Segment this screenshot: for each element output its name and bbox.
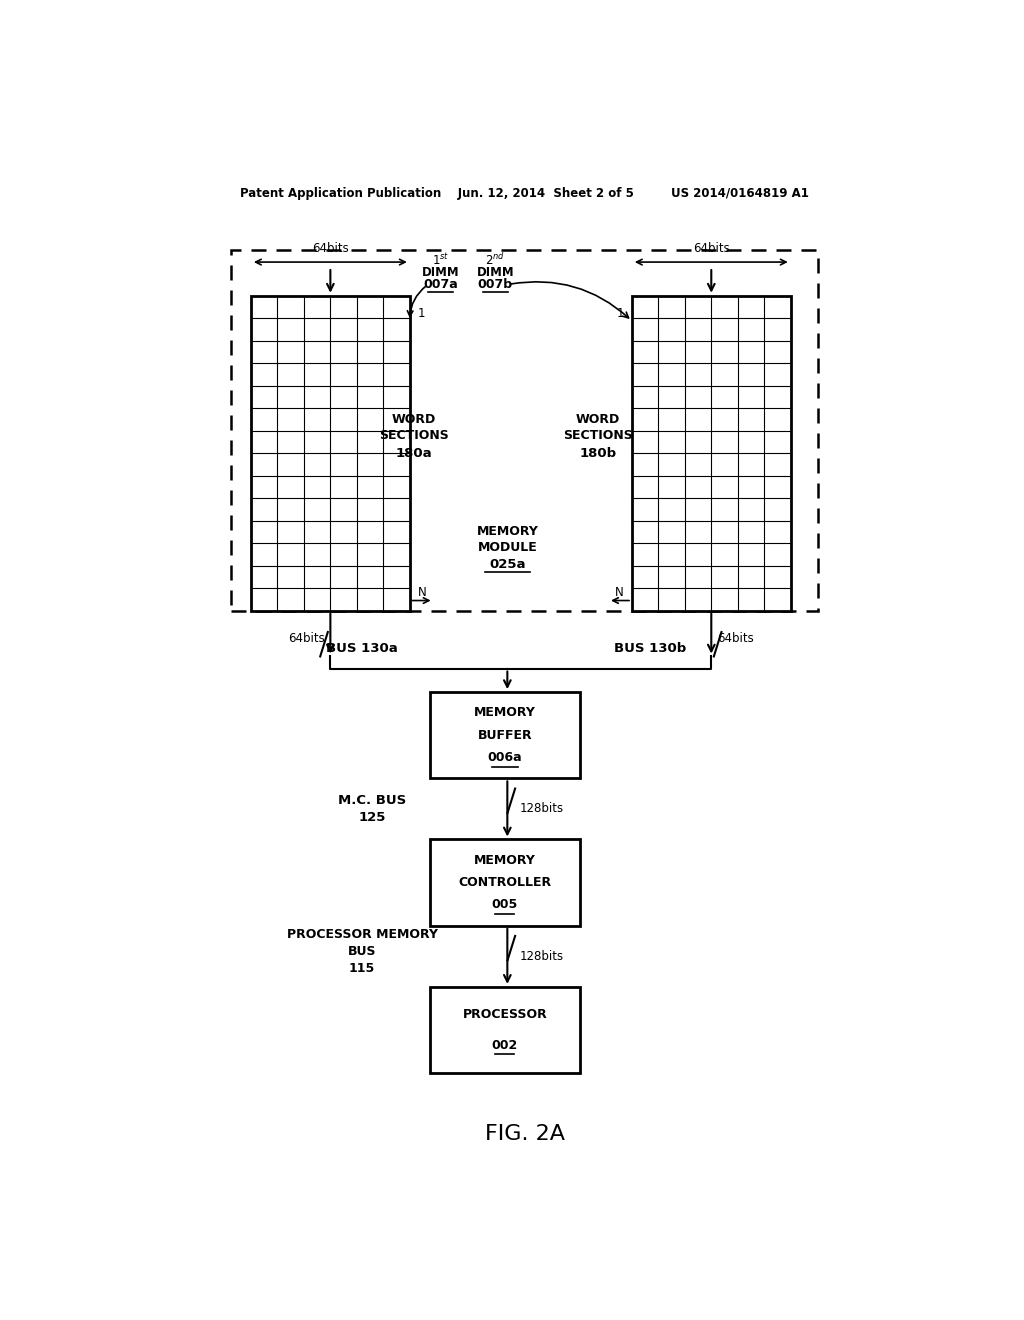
Text: 005: 005 <box>492 899 518 911</box>
Bar <box>430 840 581 925</box>
Text: DIMM: DIMM <box>422 265 460 279</box>
Text: 128bits: 128bits <box>519 803 563 816</box>
Text: 002: 002 <box>492 1039 518 1052</box>
Text: 180a: 180a <box>395 446 432 459</box>
Text: BUS 130b: BUS 130b <box>614 642 686 655</box>
Text: DIMM: DIMM <box>476 265 514 279</box>
Text: PROCESSOR MEMORY
BUS
115: PROCESSOR MEMORY BUS 115 <box>287 928 437 974</box>
Text: MEMORY: MEMORY <box>474 854 536 867</box>
Text: 180b: 180b <box>580 446 616 459</box>
Text: CONTROLLER: CONTROLLER <box>459 876 552 890</box>
Text: 1: 1 <box>616 308 624 321</box>
Text: 006a: 006a <box>487 751 522 764</box>
Text: 64bits: 64bits <box>288 632 325 644</box>
Text: $1^{st}$: $1^{st}$ <box>432 252 450 268</box>
Text: 64bits: 64bits <box>693 243 730 255</box>
Text: 007a: 007a <box>423 279 458 290</box>
Text: N: N <box>615 586 624 599</box>
Text: WORD
SECTIONS: WORD SECTIONS <box>563 413 633 442</box>
Text: MEMORY
MODULE: MEMORY MODULE <box>476 525 539 554</box>
Text: 025a: 025a <box>489 558 525 572</box>
Text: 64bits: 64bits <box>312 243 349 255</box>
Bar <box>231 249 818 611</box>
Text: $2^{nd}$: $2^{nd}$ <box>485 252 506 268</box>
Text: 128bits: 128bits <box>519 950 563 962</box>
Text: 1: 1 <box>418 308 425 321</box>
Text: PROCESSOR: PROCESSOR <box>463 1008 548 1022</box>
Text: BUS 130a: BUS 130a <box>327 642 398 655</box>
Text: BUFFER: BUFFER <box>477 729 532 742</box>
Text: N: N <box>418 586 426 599</box>
Bar <box>251 296 410 611</box>
Text: 007b: 007b <box>478 279 513 290</box>
Text: Patent Application Publication    Jun. 12, 2014  Sheet 2 of 5         US 2014/01: Patent Application Publication Jun. 12, … <box>241 187 809 201</box>
Bar <box>430 692 581 779</box>
Text: M.C. BUS
125: M.C. BUS 125 <box>338 793 407 824</box>
Bar <box>632 296 791 611</box>
Text: FIG. 2A: FIG. 2A <box>484 1125 565 1144</box>
Text: 64bits: 64bits <box>717 632 754 644</box>
Text: WORD
SECTIONS: WORD SECTIONS <box>379 413 449 442</box>
Bar <box>430 987 581 1073</box>
Text: MEMORY: MEMORY <box>474 706 536 719</box>
